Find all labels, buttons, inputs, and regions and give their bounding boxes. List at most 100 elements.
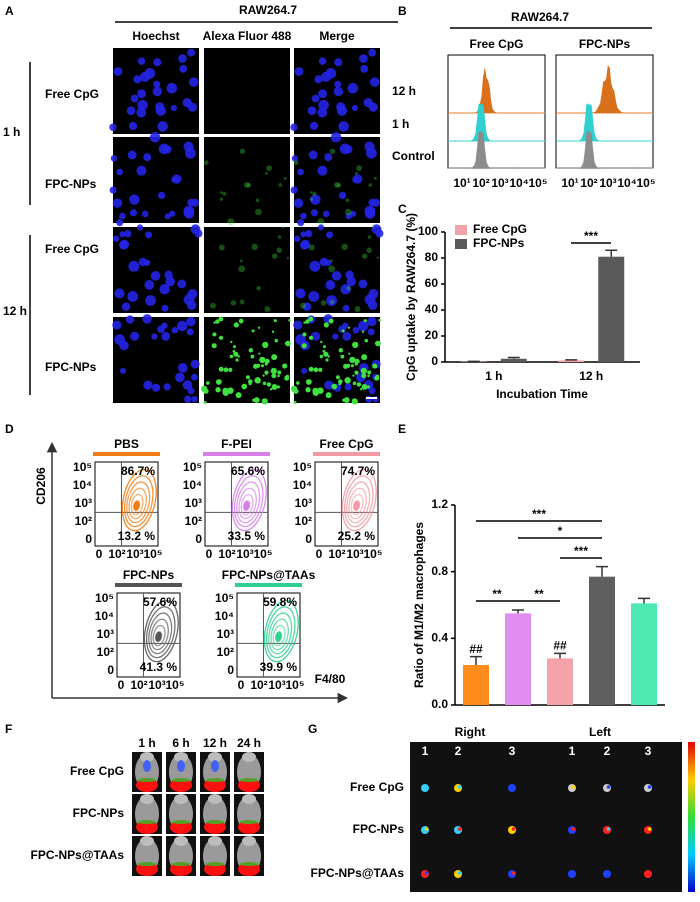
contour <box>145 606 176 659</box>
signal-edge <box>171 820 191 824</box>
x-tick-label: 10² <box>328 547 345 561</box>
organ-rim <box>571 871 576 875</box>
quadrant-percent: 25.2 % <box>338 529 376 543</box>
nucleus <box>186 316 196 327</box>
x-tick-label: 12 h <box>579 369 603 383</box>
green-signal <box>230 340 233 344</box>
y-tick-label: 100 <box>418 224 438 238</box>
panel-label: D <box>5 422 14 436</box>
side-label: Left <box>589 725 611 739</box>
contour <box>148 612 173 655</box>
y-tick-label: 10³ <box>217 627 234 641</box>
nucleus <box>127 291 139 302</box>
green-signal <box>375 374 380 379</box>
mouse-head <box>140 752 154 762</box>
organ-rim <box>457 827 462 831</box>
nucleus <box>370 77 380 87</box>
x-tick-label: 0 <box>118 678 125 692</box>
green-signal <box>264 171 268 175</box>
significance-label: ** <box>492 587 502 601</box>
nucleus <box>119 212 126 220</box>
histogram-frame <box>447 54 546 169</box>
green-signal <box>215 387 221 393</box>
green-signal <box>212 332 217 337</box>
green-signal <box>219 197 224 201</box>
micrograph <box>204 227 290 313</box>
contour <box>240 493 254 516</box>
green-signal <box>360 367 367 375</box>
nucleus <box>113 67 123 76</box>
green-signal <box>255 198 260 203</box>
organ-rim <box>457 871 462 875</box>
nucleus <box>125 315 135 324</box>
row-label: 1 h <box>392 117 409 131</box>
green-signal <box>368 183 373 187</box>
green-signal <box>345 208 352 216</box>
signal-edge <box>239 778 259 782</box>
plot-title: FPC-NPs@TAAs <box>222 568 316 582</box>
green-signal <box>372 363 378 369</box>
mouse-head <box>174 836 188 846</box>
nucleus <box>363 98 373 108</box>
group-label: 1 h <box>3 125 20 139</box>
quadrant-percent: 74.7% <box>341 464 375 478</box>
x-axis-label: F4/80 <box>315 672 346 686</box>
nucleus <box>118 240 129 250</box>
green-signal <box>273 319 277 323</box>
green-signal <box>349 356 356 364</box>
green-signal <box>227 218 235 226</box>
green-signal <box>333 182 340 188</box>
nucleus <box>325 280 336 290</box>
green-signal <box>235 358 239 362</box>
contour <box>123 475 154 528</box>
contour <box>265 606 296 659</box>
green-signal <box>356 165 362 172</box>
error-bar <box>565 359 578 361</box>
green-signal <box>350 364 355 368</box>
nucleus <box>116 168 124 176</box>
green-signal <box>227 387 234 394</box>
green-signal <box>277 370 282 375</box>
x-tick-label: 0 <box>206 547 213 561</box>
nucleus <box>142 314 152 324</box>
panel-label: C <box>398 202 407 216</box>
nucleus <box>325 68 337 79</box>
histogram <box>448 130 546 169</box>
contour-core <box>133 500 140 511</box>
nucleus <box>338 121 349 132</box>
time-label: 6 h <box>172 736 189 750</box>
organ-rim <box>647 827 652 831</box>
panel-label: A <box>5 4 14 18</box>
nucleus <box>308 291 320 302</box>
nucleus <box>130 94 139 103</box>
green-signal <box>211 343 217 349</box>
green-signal <box>336 183 342 188</box>
green-signal <box>281 225 285 229</box>
y-axis-label: CD206 <box>34 467 48 505</box>
contour <box>343 475 374 528</box>
y-tick-label: 20 <box>425 328 439 342</box>
y-tick-label: 80 <box>425 250 439 264</box>
green-signal <box>373 176 377 180</box>
x-tick-label: 0 <box>96 547 103 561</box>
green-signal <box>341 329 345 333</box>
nucleus <box>311 331 321 341</box>
green-signal <box>215 379 222 385</box>
green-signal <box>264 370 269 375</box>
nucleus <box>299 240 310 250</box>
nucleus <box>178 54 187 63</box>
x-tick-label: 10² <box>580 176 597 190</box>
plot-title: F-PEI <box>221 437 252 451</box>
x-tick-label: 10³ <box>268 678 285 692</box>
nucleus <box>357 320 369 332</box>
nucleus <box>334 58 343 67</box>
green-signal <box>223 367 229 373</box>
green-signal <box>346 285 351 291</box>
bar <box>505 613 531 705</box>
nucleus <box>333 86 344 97</box>
organ-rim <box>424 785 429 789</box>
green-signal <box>276 385 280 389</box>
green-signal <box>248 348 254 353</box>
time-label: 1 h <box>138 736 155 750</box>
green-signal <box>375 340 381 347</box>
